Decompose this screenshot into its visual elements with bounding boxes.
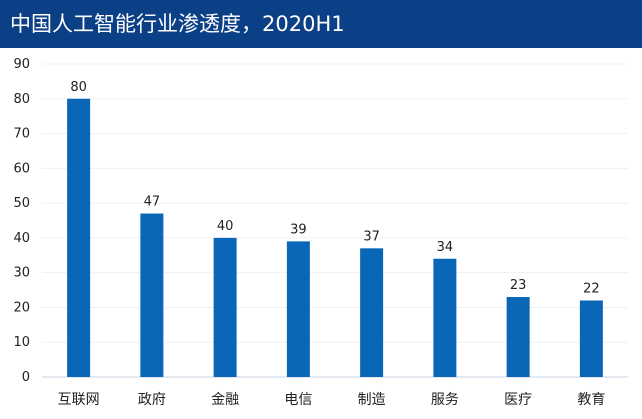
bar (140, 213, 164, 377)
bar (433, 258, 457, 377)
x-tick-label: 电信 (284, 392, 312, 408)
bar (67, 98, 91, 378)
y-tick-label: 0 (22, 370, 30, 385)
chart-header: 中国人工智能行业渗透度，2020H1 (0, 0, 642, 48)
y-tick-label: 60 (13, 161, 30, 176)
data-label: 22 (583, 281, 600, 296)
data-label: 39 (290, 222, 307, 237)
data-label: 34 (437, 240, 454, 255)
y-tick-label: 70 (13, 127, 30, 142)
bar (213, 237, 237, 377)
y-tick-label: 50 (13, 196, 30, 211)
x-tick-label: 制造 (358, 392, 386, 408)
y-tick-label: 30 (13, 266, 30, 281)
data-label: 40 (217, 219, 234, 234)
x-tick-label: 服务 (431, 392, 459, 408)
x-tick-label: 金融 (211, 392, 239, 408)
y-tick-label: 90 (13, 57, 30, 72)
x-tick-label: 教育 (577, 392, 605, 408)
y-tick-label: 80 (13, 92, 30, 107)
data-label: 23 (510, 278, 527, 293)
y-tick-label: 10 (13, 335, 30, 350)
y-tick-label: 40 (13, 231, 30, 246)
bar (506, 297, 530, 377)
data-label: 47 (144, 195, 161, 210)
x-tick-label: 医疗 (504, 392, 532, 408)
bar-chart: 0 10 20 30 40 50 60 70 80 90 80 互联网 47 政府 40 金融 39 电信 37 制造… (13, 57, 628, 408)
data-label: 37 (363, 229, 380, 244)
x-tick-label: 政府 (138, 392, 166, 408)
x-tick-label: 互联网 (58, 392, 100, 408)
chart-title: 中国人工智能行业渗透度，2020H1 (10, 12, 345, 36)
y-tick-label: 20 (13, 300, 30, 315)
bar (360, 248, 384, 377)
data-label: 80 (70, 80, 87, 95)
bar (286, 241, 310, 377)
bar (579, 300, 603, 377)
